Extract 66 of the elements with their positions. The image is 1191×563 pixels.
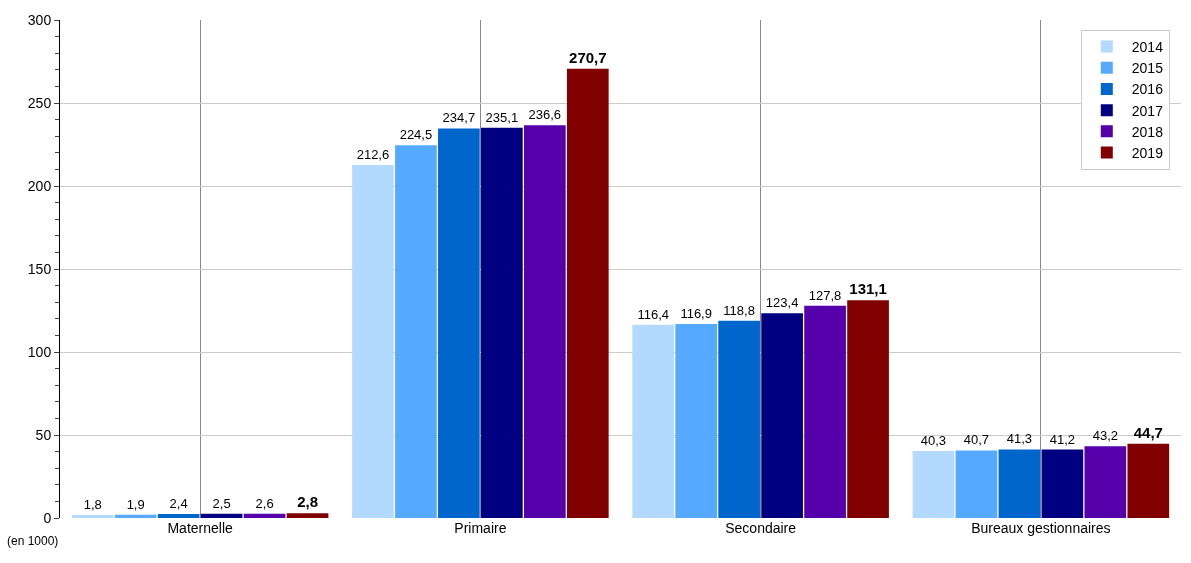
data-label: 212,6 [356,147,390,163]
bar [566,68,609,518]
bar [1127,443,1170,518]
bar [955,450,998,518]
bar [286,513,329,518]
data-label: 2,5 [212,495,231,511]
bar [352,165,394,518]
bar [200,513,243,518]
data-label: 1,8 [83,497,102,513]
bar [675,323,718,518]
x-tick-label: Maternelle [167,520,234,536]
legend-label: 2016 [1131,81,1164,98]
data-label: 270,7 [569,48,607,66]
data-label: 2,8 [297,493,318,511]
bar [1084,446,1127,518]
data-label: 1,9 [126,496,145,512]
bar [71,515,114,518]
bar [114,514,157,518]
x-tick-label: Secondaire [725,520,797,536]
legend-label: 2019 [1131,145,1164,162]
data-label: 131,1 [849,280,887,298]
data-label: 116,4 [637,306,669,322]
bar [847,300,889,518]
bar [438,128,480,518]
bar [632,324,675,518]
legend-label: 2015 [1131,60,1164,77]
x-tick-label: Bureaux gestionnaires [971,520,1111,536]
data-label: 234,7 [442,110,476,126]
bar [1041,449,1084,518]
y-tick-label: 300 [27,11,52,28]
bar [243,513,286,518]
bar [481,127,523,518]
data-label: 43,2 [1092,428,1118,444]
data-label: 44,7 [1133,423,1163,441]
y-tick-label: 150 [27,260,52,277]
bar [395,145,437,518]
bar [912,451,955,518]
data-label: 40,7 [963,432,990,448]
bar [761,313,803,518]
data-label: 224,5 [399,127,433,143]
data-label: 41,3 [1006,431,1033,447]
y-tick-label: 200 [27,177,52,194]
y-tick-label: 250 [27,94,52,111]
data-label: 123,4 [765,295,799,311]
legend-label: 2017 [1131,102,1164,119]
legend-label: 2018 [1131,123,1164,140]
text: (en 1000) [7,534,59,548]
data-label: 127,8 [808,287,842,303]
y-tick-label: 100 [27,343,52,360]
legend-label: 2014 [1131,39,1164,56]
data-label: 236,6 [528,107,562,123]
bar [157,514,200,518]
x-tick-label: Primaire [454,520,507,536]
bar [804,305,846,518]
data-label: 116,9 [680,305,712,321]
data-label: 235,1 [485,109,519,125]
data-label: 2,6 [255,495,274,511]
y-tick-label: 50 [35,426,52,443]
y-tick-label: 0 [43,509,52,526]
data-label: 41,2 [1049,431,1076,447]
data-label: 2,4 [169,496,188,512]
bar [718,320,760,518]
bar [998,449,1041,518]
data-label: 118,8 [723,302,755,318]
bar [523,125,566,518]
data-label: 40,3 [920,433,947,449]
